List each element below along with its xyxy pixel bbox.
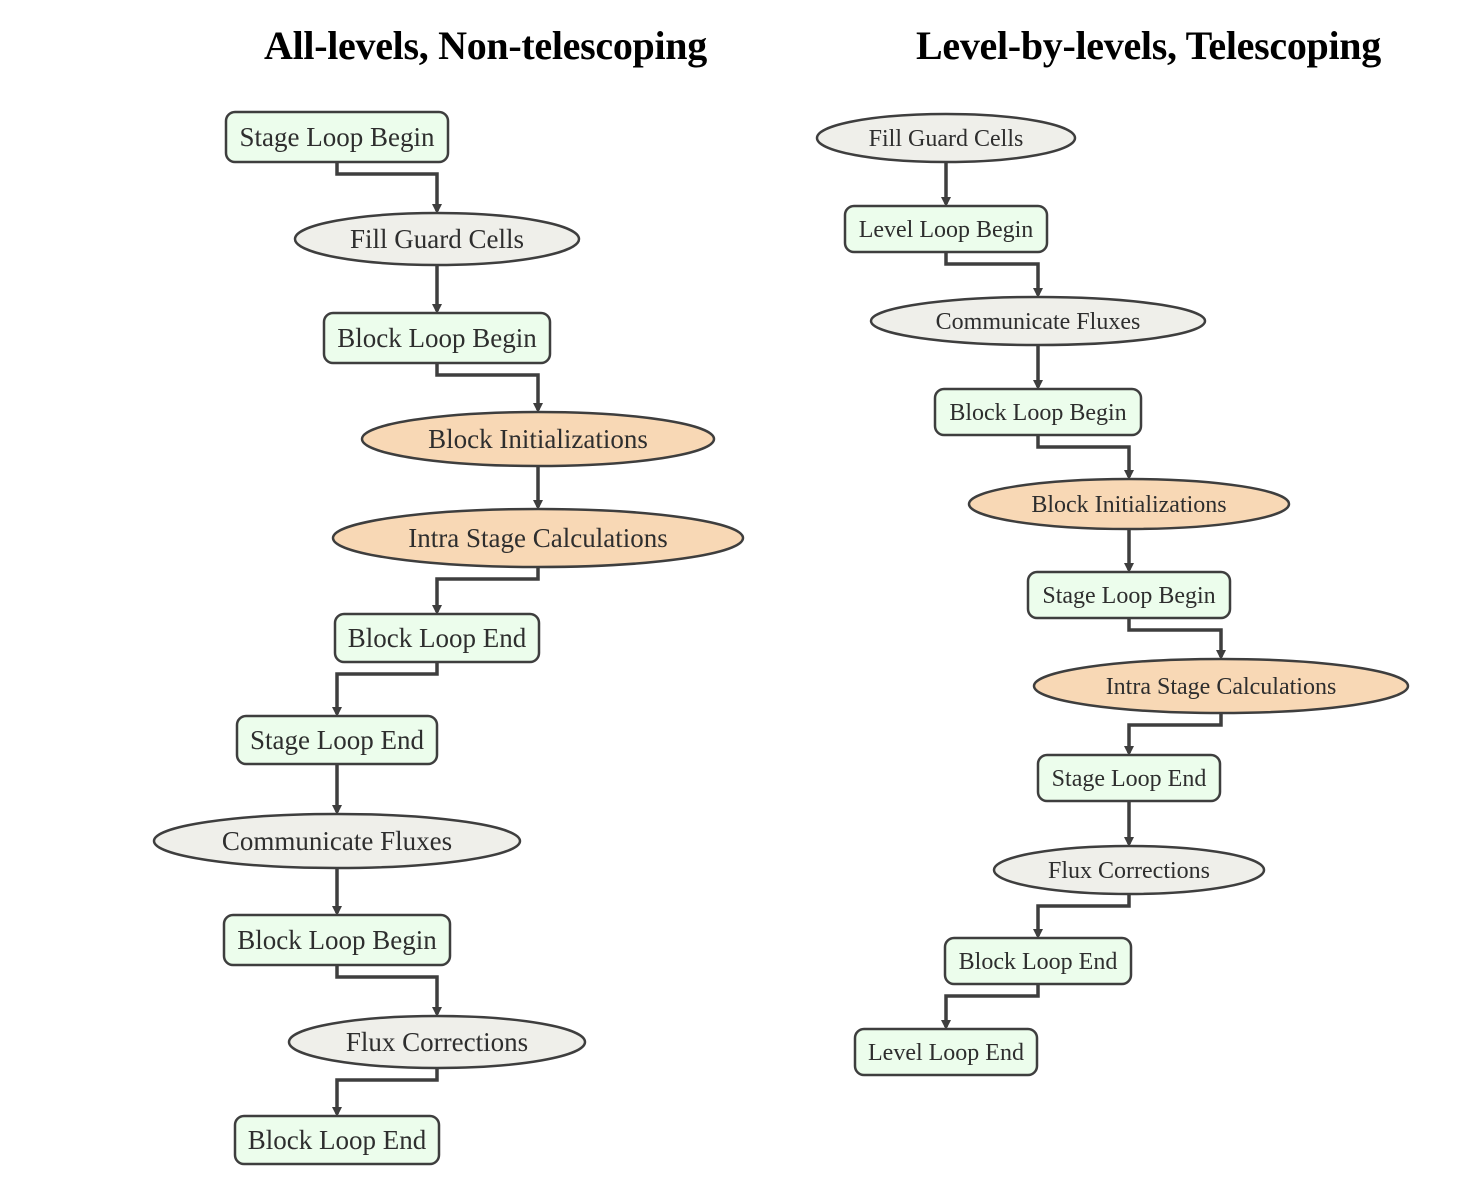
node-label: Flux Corrections: [1048, 858, 1210, 884]
node-label: Intra Stage Calculations: [1106, 674, 1337, 700]
node-label: Level Loop End: [868, 1040, 1024, 1066]
left-node-block-initializations: Block Initializations: [362, 412, 714, 466]
right-edge-level-loop-begin-to-communicate-fluxes: [946, 252, 1038, 295]
node-label: Flux Corrections: [346, 1027, 528, 1057]
left-node-intra-stage-calculations: Intra Stage Calculations: [333, 509, 743, 567]
node-label: Fill Guard Cells: [350, 224, 524, 254]
right-edge-intra-stage-calculations-to-stage-loop-end: [1129, 713, 1221, 753]
left-flow-nodes: Stage Loop Begin Fill Guard Cells Block Lo…: [154, 112, 743, 1164]
right-edge-flux-corrections-to-block-loop-end: [1038, 894, 1129, 936]
node-label: Block Loop End: [959, 949, 1118, 975]
node-label: Communicate Fluxes: [222, 826, 452, 856]
node-label: Communicate Fluxes: [936, 309, 1141, 335]
node-label: Level Loop Begin: [859, 217, 1034, 243]
right-flow-nodes: Fill Guard Cells Level Loop Begin Communic…: [817, 114, 1408, 1075]
right-node-block-loop-begin: Block Loop Begin: [935, 389, 1141, 435]
node-label: Stage Loop End: [1052, 766, 1207, 792]
node-label: Block Loop End: [248, 1125, 427, 1155]
right-edge-block-loop-end-to-level-loop-end: [946, 984, 1038, 1027]
node-label: Intra Stage Calculations: [408, 523, 667, 553]
left-node-communicate-fluxes: Communicate Fluxes: [154, 814, 520, 868]
right-node-stage-loop-begin: Stage Loop Begin: [1028, 572, 1230, 618]
left-node-block-loop-end: Block Loop End: [335, 614, 539, 662]
right-node-fill-guard-cells: Fill Guard Cells: [817, 114, 1075, 162]
node-label: Stage Loop Begin: [240, 122, 435, 152]
left-node-stage-loop-end: Stage Loop End: [237, 716, 437, 764]
node-label: Block Loop Begin: [337, 323, 537, 353]
left-edge-block-loop-end-to-stage-loop-end: [337, 662, 437, 714]
right-node-level-loop-end: Level Loop End: [855, 1029, 1037, 1075]
left-edge-block-loop-begin-to-block-initializations: [437, 363, 538, 410]
left-edge-stage-loop-begin-to-fill-guard-cells: [337, 162, 437, 211]
node-label: Fill Guard Cells: [869, 126, 1024, 152]
right-edge-stage-loop-begin-to-intra-stage-calculations: [1129, 618, 1221, 657]
left-node-block-loop-begin: Block Loop Begin: [324, 313, 550, 363]
left-edge-flux-corrections-to-block-loop-end: [337, 1068, 437, 1114]
node-label: Block Initializations: [1031, 492, 1226, 518]
right-node-flux-corrections: Flux Corrections: [994, 846, 1264, 894]
left-node-block-loop-end: Block Loop End: [235, 1116, 439, 1164]
right-node-communicate-fluxes: Communicate Fluxes: [871, 297, 1205, 345]
node-label: Block Loop End: [348, 623, 527, 653]
left-edge-intra-stage-calculations-to-block-loop-end: [437, 567, 538, 612]
left-node-flux-corrections: Flux Corrections: [289, 1016, 585, 1068]
right-node-block-initializations: Block Initializations: [969, 479, 1289, 529]
right-edge-block-loop-begin-to-block-initializations: [1038, 435, 1129, 477]
left-edge-block-loop-begin-to-flux-corrections: [337, 965, 437, 1014]
right-node-stage-loop-end: Stage Loop End: [1038, 755, 1220, 801]
right-node-intra-stage-calculations: Intra Stage Calculations: [1034, 659, 1408, 713]
left-node-fill-guard-cells: Fill Guard Cells: [295, 213, 579, 265]
node-label: Block Initializations: [428, 424, 648, 454]
left-node-block-loop-begin: Block Loop Begin: [224, 915, 450, 965]
right-node-block-loop-end: Block Loop End: [945, 938, 1131, 984]
node-label: Stage Loop Begin: [1042, 583, 1215, 609]
right-node-level-loop-begin: Level Loop Begin: [845, 206, 1047, 252]
node-label: Block Loop Begin: [949, 400, 1126, 426]
node-label: Stage Loop End: [250, 725, 424, 755]
node-label: Block Loop Begin: [237, 925, 437, 955]
left-node-stage-loop-begin: Stage Loop Begin: [226, 112, 448, 162]
